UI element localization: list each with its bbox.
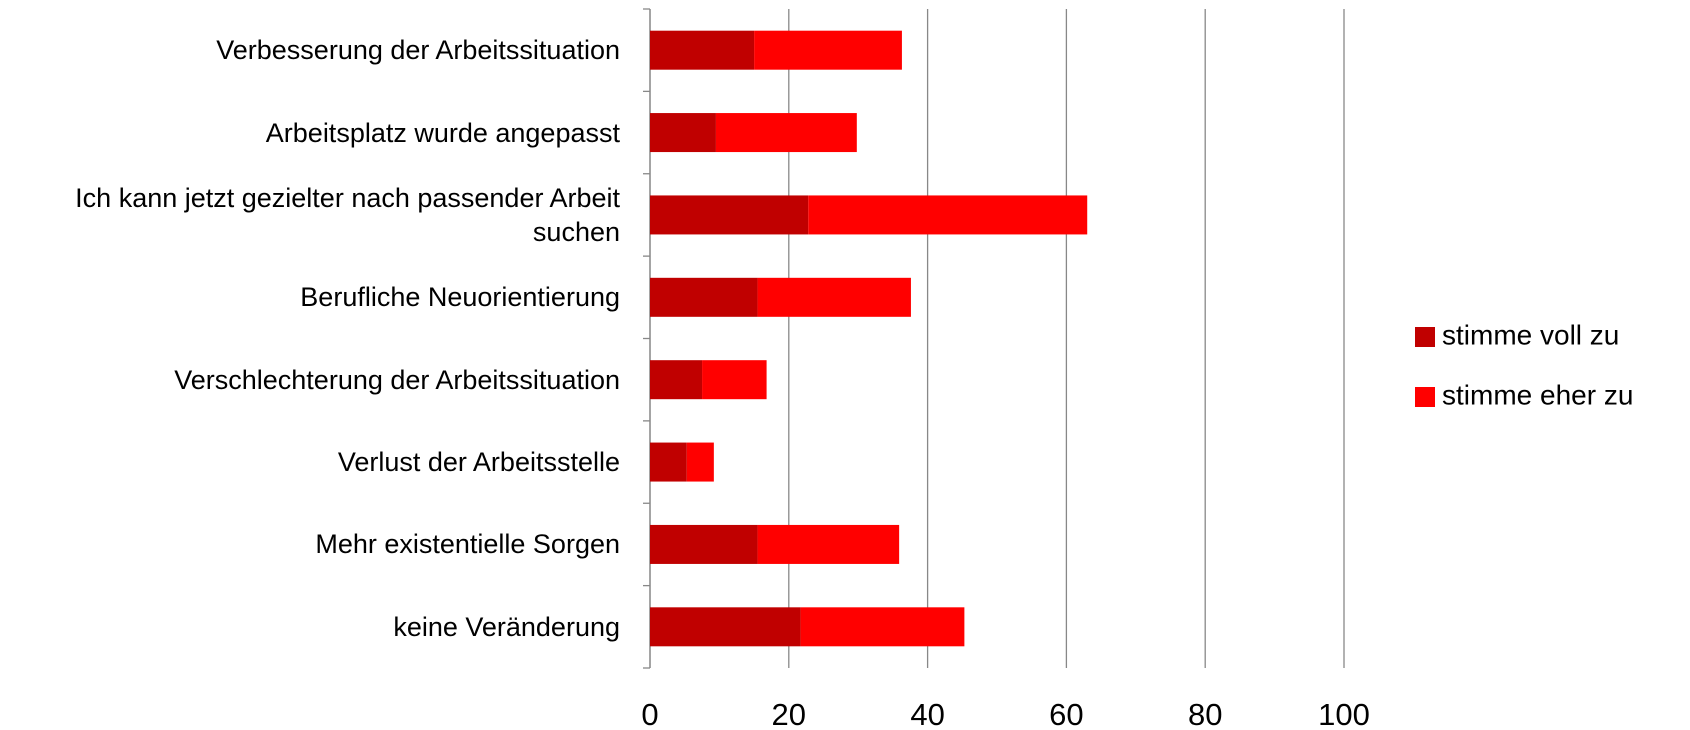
x-tick-label: 80 [1188, 697, 1222, 730]
x-tick-label: 40 [910, 697, 944, 730]
bar [650, 113, 716, 153]
bar [686, 442, 714, 482]
y-tick-label: Verbesserung der Arbeitssituation [216, 35, 620, 66]
bar [650, 30, 755, 70]
bar [754, 30, 902, 70]
y-tick-label: Verlust der Arbeitsstelle [337, 447, 620, 478]
bar [757, 277, 911, 317]
bar [800, 607, 965, 647]
bar [650, 524, 758, 564]
x-tick-label: 0 [641, 697, 658, 730]
bar [650, 360, 703, 400]
bar [650, 195, 809, 235]
y-tick-label: keine Veränderung [393, 611, 620, 642]
y-tick-label: Ich kann jetzt gezielter nach passender … [75, 182, 620, 247]
x-tick-label: 60 [1049, 697, 1083, 730]
bar [715, 113, 857, 153]
x-tick-label: 100 [1318, 697, 1370, 730]
bar [650, 442, 687, 482]
bar [650, 607, 801, 647]
x-tick-label: 20 [772, 697, 806, 730]
bar [757, 524, 900, 564]
bar [702, 360, 767, 400]
legend-label: stimme voll zu [1442, 319, 1619, 350]
y-tick-label: Arbeitsplatz wurde angepasst [265, 117, 620, 148]
legend-swatch [1415, 327, 1435, 347]
legend-label: stimme eher zu [1442, 379, 1633, 410]
legend-swatch [1415, 387, 1435, 407]
bar [650, 277, 758, 317]
bar [808, 195, 1088, 235]
y-tick-label: Berufliche Neuorientierung [300, 282, 620, 313]
y-tick-label: Verschlechterung der Arbeitssituation [174, 364, 620, 395]
y-tick-label: Mehr existentielle Sorgen [315, 529, 620, 560]
